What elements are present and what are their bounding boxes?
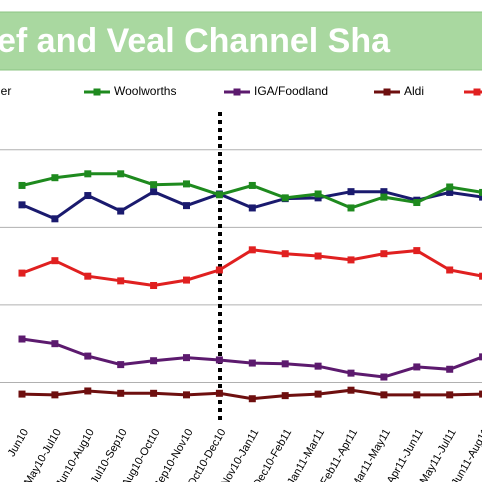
point [314, 190, 322, 198]
point [84, 352, 92, 360]
point [479, 193, 482, 201]
point [347, 188, 355, 196]
point [347, 256, 355, 264]
legend-label: Woolworths [114, 84, 176, 98]
point [18, 390, 26, 398]
point [215, 389, 223, 397]
point [248, 246, 256, 254]
point [446, 183, 454, 191]
legend-label: Butcher [0, 84, 11, 98]
point [248, 359, 256, 367]
point [117, 361, 125, 369]
point [215, 356, 223, 364]
point [150, 389, 158, 397]
point [347, 369, 355, 377]
point [248, 204, 256, 212]
point [51, 391, 59, 399]
point [281, 360, 289, 368]
point [380, 250, 388, 258]
point [413, 247, 421, 255]
point [314, 390, 322, 398]
point [183, 354, 190, 362]
point [18, 181, 26, 189]
point [314, 194, 322, 202]
point [84, 170, 92, 178]
point [446, 391, 454, 399]
point [18, 335, 26, 343]
point [150, 181, 158, 189]
legend-swatch [383, 88, 391, 96]
point [479, 272, 482, 280]
point [479, 188, 482, 196]
point [18, 201, 26, 209]
point [150, 357, 158, 365]
point [347, 204, 355, 212]
point [479, 353, 482, 361]
point [117, 389, 125, 397]
point [215, 266, 223, 274]
point [117, 207, 125, 215]
point [51, 340, 59, 348]
point [51, 174, 59, 182]
point [183, 391, 190, 399]
point [413, 363, 421, 371]
point [117, 277, 125, 285]
point [446, 188, 454, 196]
point [215, 191, 223, 199]
point [413, 391, 421, 399]
point [380, 373, 388, 381]
point [380, 193, 388, 201]
legend-swatch [473, 88, 481, 96]
point [380, 188, 388, 196]
legend-swatch [93, 88, 101, 96]
point [380, 391, 388, 399]
point [281, 194, 289, 202]
point [413, 199, 421, 207]
point [183, 202, 190, 210]
legend-label: Aldi [404, 84, 424, 98]
point [314, 252, 322, 260]
legend-label: IGA/Foodland [254, 84, 328, 98]
point [446, 266, 454, 274]
point [150, 282, 158, 289]
point [314, 362, 322, 370]
x-tick-label: Jun10 [6, 427, 31, 459]
point [84, 387, 92, 395]
title-banner [0, 11, 482, 71]
point [18, 269, 26, 277]
point [150, 188, 158, 196]
point [479, 390, 482, 398]
point [183, 276, 190, 284]
point [281, 250, 289, 258]
point [117, 170, 125, 178]
point [281, 392, 289, 400]
series-line [21, 248, 482, 288]
point [446, 365, 454, 373]
point [248, 395, 256, 403]
series-line [21, 172, 482, 210]
point [51, 257, 59, 265]
point [51, 215, 59, 223]
legend-swatch [233, 88, 241, 96]
point [84, 192, 92, 200]
chart-title: ef and Veal Channel Sha [0, 22, 391, 60]
point [84, 272, 92, 280]
point [347, 386, 355, 394]
point [183, 180, 190, 188]
point [248, 181, 256, 189]
